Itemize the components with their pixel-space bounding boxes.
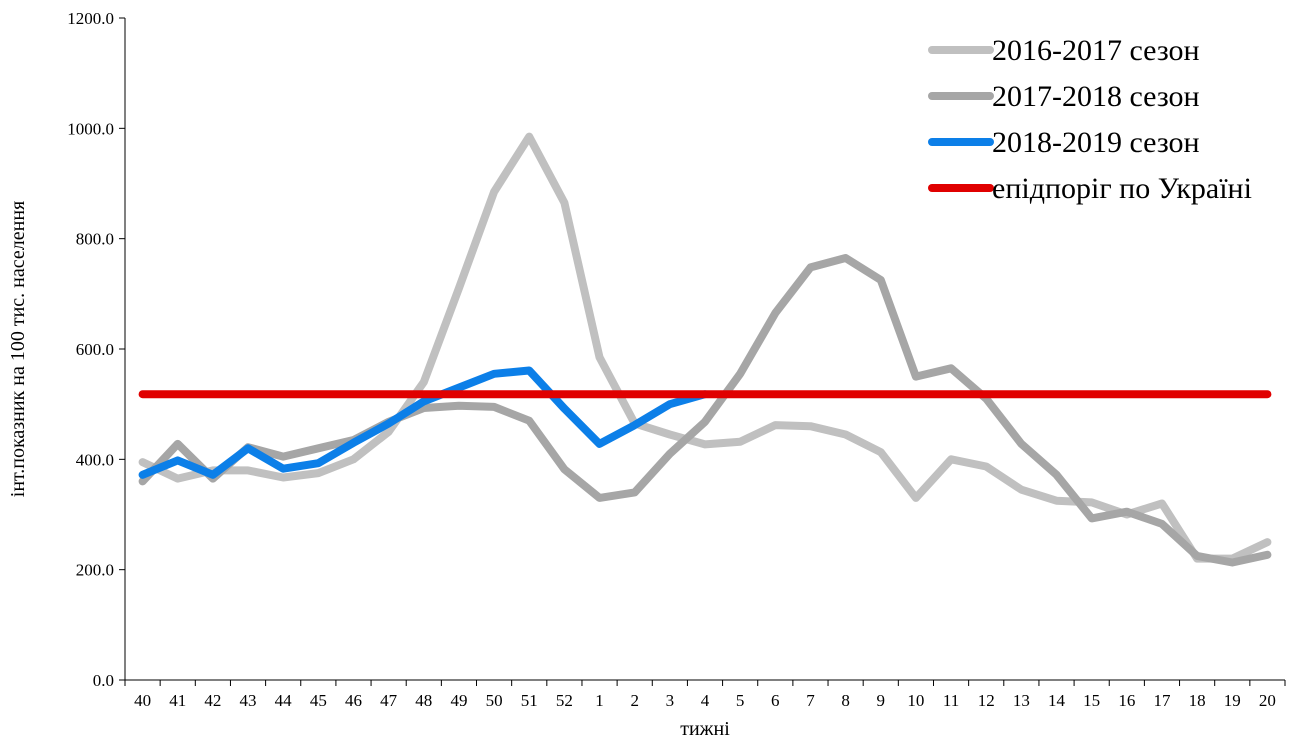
- x-ticks: 40 41 42 43 44 45 46 47 48 49 50 51 52 1 2 3 4 5 6 7 8 9 10 11 1…: [124, 680, 1286, 710]
- x-tick-label: 7: [806, 691, 815, 710]
- y-tick-label: 1000.0: [67, 119, 114, 138]
- x-tick-label: 6: [771, 691, 780, 710]
- x-tick-label: 4: [701, 691, 710, 710]
- y-ticks: 0.0 200.0 400.0 600.0 800.0 1000.0 1200.0: [67, 9, 125, 690]
- x-tick-label: 12: [978, 691, 995, 710]
- series-line-2: [138, 254, 1272, 567]
- x-tick-label: 52: [556, 691, 573, 710]
- x-tick-label: 43: [240, 691, 257, 710]
- x-tick-label: 40: [134, 691, 151, 710]
- legend-label-4: епідпоріг по Україні: [992, 172, 1252, 205]
- y-tick-label: 800.0: [76, 230, 114, 249]
- legend-label-2: 2017-2018 сезон: [992, 80, 1200, 113]
- legend-label-3: 2018-2019 сезон: [992, 126, 1200, 159]
- legend-label-1: 2016-2017 сезон: [992, 34, 1200, 67]
- x-tick-label: 16: [1118, 691, 1135, 710]
- x-tick-label: 1: [595, 691, 604, 710]
- y-axis-title: інт.показник на 100 тис. населення: [7, 201, 29, 497]
- x-tick-label: 15: [1083, 691, 1100, 710]
- x-tick-label: 10: [907, 691, 924, 710]
- x-tick-label: 13: [1013, 691, 1030, 710]
- x-tick-label: 51: [521, 691, 538, 710]
- legend: 2016-2017 сезон 2017-2018 сезон 2018-2019 …: [928, 34, 1252, 205]
- x-tick-label: 9: [877, 691, 886, 710]
- x-tick-label: 11: [943, 691, 959, 710]
- x-tick-label: 48: [415, 691, 432, 710]
- y-tick-label: 600.0: [76, 340, 114, 359]
- x-tick-label: 50: [486, 691, 503, 710]
- x-tick-label: 14: [1048, 691, 1066, 710]
- x-tick-label: 46: [345, 691, 362, 710]
- x-tick-label: 18: [1189, 691, 1206, 710]
- x-tick-label: 44: [275, 691, 293, 710]
- series-line-3: [138, 366, 709, 479]
- y-tick-label: 400.0: [76, 450, 114, 469]
- y-tick-label: 1200.0: [67, 9, 114, 28]
- axes-layer: [124, 18, 1285, 681]
- x-tick-label: 20: [1259, 691, 1276, 710]
- x-tick-label: 8: [841, 691, 850, 710]
- x-tick-label: 5: [736, 691, 745, 710]
- x-tick-label: 45: [310, 691, 327, 710]
- x-tick-label: 49: [450, 691, 467, 710]
- x-tick-label: 42: [204, 691, 221, 710]
- x-tick-label: 17: [1153, 691, 1171, 710]
- series-layer: [138, 132, 1272, 567]
- y-tick-label: 200.0: [76, 561, 114, 580]
- x-axis-title: тижні: [680, 718, 730, 740]
- x-tick-label: 47: [380, 691, 398, 710]
- x-tick-label: 41: [169, 691, 186, 710]
- y-tick-label: 0.0: [93, 671, 114, 690]
- x-tick-label: 19: [1224, 691, 1241, 710]
- x-tick-label: 2: [630, 691, 639, 710]
- x-tick-label: 3: [666, 691, 675, 710]
